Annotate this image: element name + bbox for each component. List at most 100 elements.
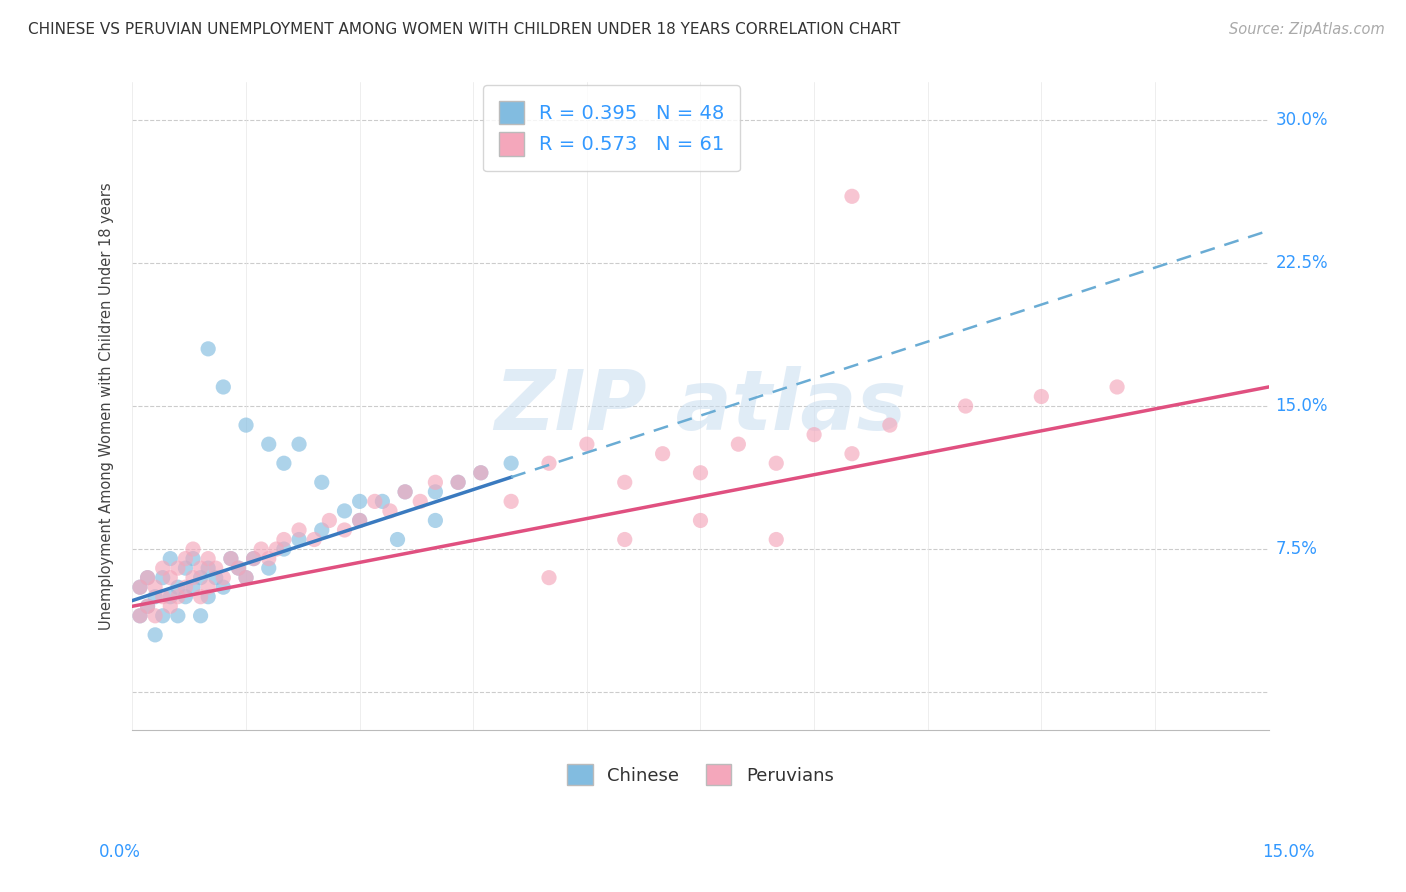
Point — [197, 342, 219, 356]
Point — [197, 561, 219, 575]
Point — [425, 475, 447, 490]
Text: 30.0%: 30.0% — [1275, 111, 1327, 129]
Point — [318, 513, 340, 527]
Point — [167, 608, 190, 623]
Point — [190, 571, 212, 585]
Point — [181, 542, 204, 557]
Point — [470, 466, 492, 480]
Point — [136, 599, 159, 614]
Point — [288, 437, 311, 451]
Point — [257, 561, 280, 575]
Point — [371, 494, 394, 508]
Point — [212, 580, 235, 594]
Point — [235, 571, 257, 585]
Point — [425, 513, 447, 527]
Point — [765, 456, 787, 470]
Point — [167, 590, 190, 604]
Point — [228, 561, 250, 575]
Text: CHINESE VS PERUVIAN UNEMPLOYMENT AMONG WOMEN WITH CHILDREN UNDER 18 YEARS CORREL: CHINESE VS PERUVIAN UNEMPLOYMENT AMONG W… — [28, 22, 900, 37]
Point — [197, 551, 219, 566]
Point — [651, 447, 673, 461]
Point — [190, 590, 212, 604]
Point — [181, 571, 204, 585]
Point — [613, 533, 636, 547]
Point — [1031, 390, 1053, 404]
Point — [470, 466, 492, 480]
Point — [136, 571, 159, 585]
Point — [219, 551, 242, 566]
Point — [212, 571, 235, 585]
Point — [447, 475, 470, 490]
Point — [242, 551, 264, 566]
Text: 0.0%: 0.0% — [98, 843, 141, 861]
Point — [143, 590, 166, 604]
Point — [1107, 380, 1129, 394]
Point — [447, 475, 470, 490]
Point — [143, 628, 166, 642]
Point — [167, 561, 190, 575]
Point — [174, 551, 197, 566]
Point — [152, 608, 174, 623]
Point — [129, 608, 152, 623]
Point — [235, 418, 257, 433]
Point — [349, 494, 371, 508]
Point — [174, 561, 197, 575]
Point — [378, 504, 401, 518]
Text: 15.0%: 15.0% — [1275, 397, 1327, 415]
Text: 15.0%: 15.0% — [1263, 843, 1315, 861]
Point — [273, 542, 295, 557]
Point — [689, 513, 711, 527]
Point — [235, 571, 257, 585]
Point — [152, 571, 174, 585]
Point — [257, 551, 280, 566]
Point — [190, 608, 212, 623]
Point — [159, 571, 181, 585]
Point — [152, 590, 174, 604]
Point — [803, 427, 825, 442]
Point — [311, 475, 333, 490]
Point — [129, 580, 152, 594]
Point — [409, 494, 432, 508]
Point — [204, 571, 226, 585]
Point — [311, 523, 333, 537]
Point — [273, 456, 295, 470]
Point — [197, 580, 219, 594]
Point — [765, 533, 787, 547]
Point — [129, 580, 152, 594]
Text: Source: ZipAtlas.com: Source: ZipAtlas.com — [1229, 22, 1385, 37]
Point — [349, 513, 371, 527]
Point — [288, 533, 311, 547]
Point — [394, 484, 416, 499]
Legend: Chinese, Peruvians: Chinese, Peruvians — [560, 757, 841, 792]
Point — [129, 608, 152, 623]
Point — [136, 571, 159, 585]
Point — [167, 580, 190, 594]
Point — [501, 494, 523, 508]
Point — [143, 608, 166, 623]
Point — [727, 437, 749, 451]
Point — [159, 551, 181, 566]
Point — [364, 494, 387, 508]
Point — [879, 418, 901, 433]
Point — [197, 590, 219, 604]
Text: 7.5%: 7.5% — [1275, 540, 1317, 558]
Text: ZIP atlas: ZIP atlas — [495, 366, 907, 447]
Point — [349, 513, 371, 527]
Point — [159, 590, 181, 604]
Point — [425, 484, 447, 499]
Point — [613, 475, 636, 490]
Text: 22.5%: 22.5% — [1275, 254, 1329, 272]
Point — [212, 380, 235, 394]
Y-axis label: Unemployment Among Women with Children Under 18 years: Unemployment Among Women with Children U… — [100, 182, 114, 630]
Point — [257, 437, 280, 451]
Point — [273, 533, 295, 547]
Point — [181, 580, 204, 594]
Point — [266, 542, 288, 557]
Point — [174, 580, 197, 594]
Point — [152, 561, 174, 575]
Point — [333, 523, 356, 537]
Point — [841, 189, 863, 203]
Point — [288, 523, 311, 537]
Point — [250, 542, 273, 557]
Point — [219, 551, 242, 566]
